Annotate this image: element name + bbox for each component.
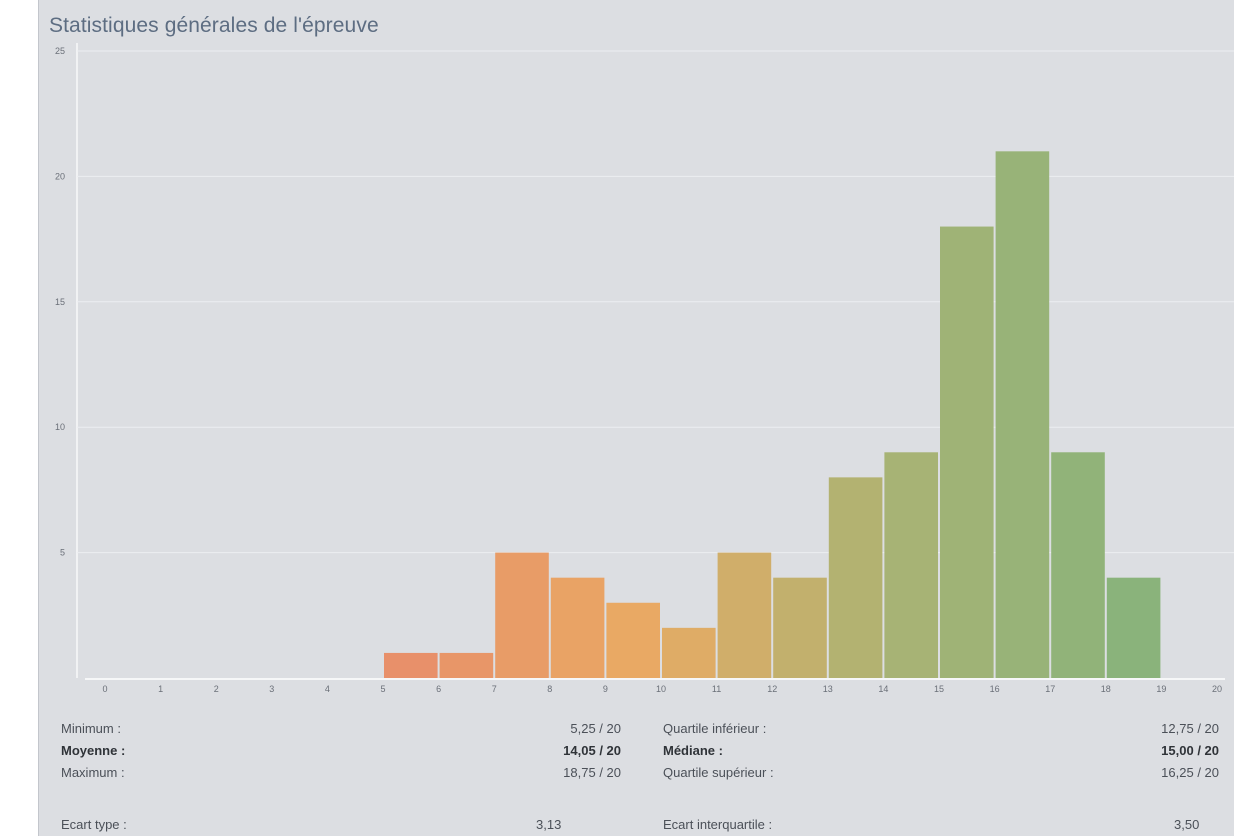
maximum-label: Maximum : (61, 765, 125, 780)
x-tick-label: 14 (878, 684, 888, 694)
bar-18[interactable] (1106, 577, 1161, 678)
page-title: Statistiques générales de l'épreuve (49, 14, 379, 37)
ecart-type-value: 3,13 (536, 817, 562, 832)
x-tick-label: 7 (492, 684, 497, 694)
mediane-value: 15,00 / 20 (1161, 743, 1219, 758)
bar-9[interactable] (606, 602, 660, 678)
quartile-superieur-value: 16,25 / 20 (1161, 765, 1219, 780)
moyenne-value: 14,05 / 20 (563, 743, 621, 758)
x-tick-label: 3 (269, 684, 274, 694)
x-tick-label: 17 (1045, 684, 1055, 694)
bar-15[interactable] (940, 226, 994, 678)
moyenne-label: Moyenne : (61, 743, 126, 758)
bar-13[interactable] (828, 477, 883, 678)
minimum-label: Minimum : (61, 721, 121, 736)
bar-8[interactable] (550, 577, 605, 678)
y-tick-label: 10 (55, 422, 65, 432)
minimum-value: 5,25 / 20 (570, 721, 621, 736)
quartile-inferieur-label: Quartile inférieur : (663, 721, 767, 736)
bar-11[interactable] (717, 552, 772, 678)
bar-16[interactable] (995, 151, 1050, 678)
x-tick-label: 1 (158, 684, 163, 694)
x-tick-label: 9 (603, 684, 608, 694)
x-tick-label: 2 (214, 684, 219, 694)
bar-10[interactable] (662, 627, 716, 678)
bar-7[interactable] (495, 552, 549, 678)
y-tick-label: 15 (55, 297, 65, 307)
y-tick-label: 20 (55, 171, 65, 181)
quartile-inferieur-value: 12,75 / 20 (1161, 721, 1219, 736)
mediane-label: Médiane : (663, 743, 723, 758)
bar-5[interactable] (384, 652, 438, 678)
x-tick-label: 12 (767, 684, 777, 694)
x-tick-label: 15 (934, 684, 944, 694)
quartile-superieur-label: Quartile supérieur : (663, 765, 774, 780)
y-tick-label: 5 (60, 548, 65, 558)
ecart-interquartile-value: 3,50 (1174, 817, 1200, 832)
x-tick-label: 18 (1101, 684, 1111, 694)
x-tick-label: 0 (102, 684, 107, 694)
x-tick-label: 20 (1212, 684, 1222, 694)
x-tick-label: 16 (990, 684, 1000, 694)
y-tick-label: 25 (55, 46, 65, 56)
x-tick-label: 13 (823, 684, 833, 694)
bar-17[interactable] (1051, 452, 1105, 678)
x-tick-label: 5 (380, 684, 385, 694)
x-tick-label: 10 (656, 684, 666, 694)
bar-6[interactable] (439, 652, 494, 678)
bar-12[interactable] (773, 577, 827, 678)
x-tick-label: 11 (712, 684, 721, 694)
x-tick-label: 6 (436, 684, 441, 694)
stats-panel: Statistiques générales de l'épreuve 5 10 1… (38, 0, 1234, 836)
maximum-value: 18,75 / 20 (563, 765, 621, 780)
x-tick-label: 8 (547, 684, 552, 694)
x-tick-label: 4 (325, 684, 330, 694)
ecart-type-label: Ecart type : (61, 817, 127, 832)
bar-14[interactable] (884, 452, 938, 678)
x-tick-label: 19 (1156, 684, 1166, 694)
ecart-interquartile-label: Ecart interquartile : (663, 817, 773, 832)
